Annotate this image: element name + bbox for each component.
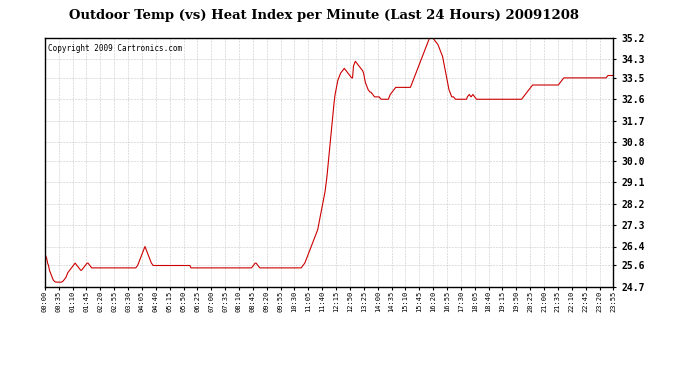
Text: Copyright 2009 Cartronics.com: Copyright 2009 Cartronics.com: [48, 44, 182, 53]
Text: Outdoor Temp (vs) Heat Index per Minute (Last 24 Hours) 20091208: Outdoor Temp (vs) Heat Index per Minute …: [69, 9, 580, 22]
